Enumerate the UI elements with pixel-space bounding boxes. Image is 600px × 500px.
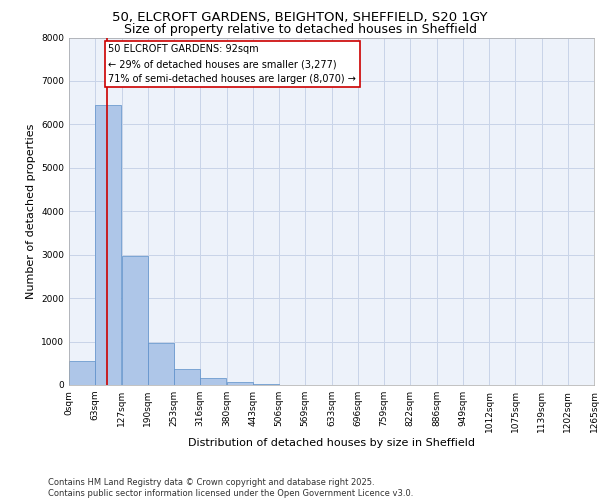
Text: Contains HM Land Registry data © Crown copyright and database right 2025.
Contai: Contains HM Land Registry data © Crown c…	[48, 478, 413, 498]
Y-axis label: Number of detached properties: Number of detached properties	[26, 124, 35, 299]
Bar	[95, 105, 121, 385]
Bar	[200, 378, 226, 385]
Bar	[227, 382, 253, 385]
Bar	[122, 256, 148, 385]
Bar	[69, 361, 95, 385]
Text: Size of property relative to detached houses in Sheffield: Size of property relative to detached ho…	[124, 22, 476, 36]
Bar	[253, 384, 279, 385]
Bar	[174, 369, 200, 385]
Text: 50, ELCROFT GARDENS, BEIGHTON, SHEFFIELD, S20 1GY: 50, ELCROFT GARDENS, BEIGHTON, SHEFFIELD…	[112, 11, 488, 24]
X-axis label: Distribution of detached houses by size in Sheffield: Distribution of detached houses by size …	[188, 438, 475, 448]
Text: 50 ELCROFT GARDENS: 92sqm
← 29% of detached houses are smaller (3,277)
71% of se: 50 ELCROFT GARDENS: 92sqm ← 29% of detac…	[109, 44, 356, 84]
Bar	[148, 343, 174, 385]
